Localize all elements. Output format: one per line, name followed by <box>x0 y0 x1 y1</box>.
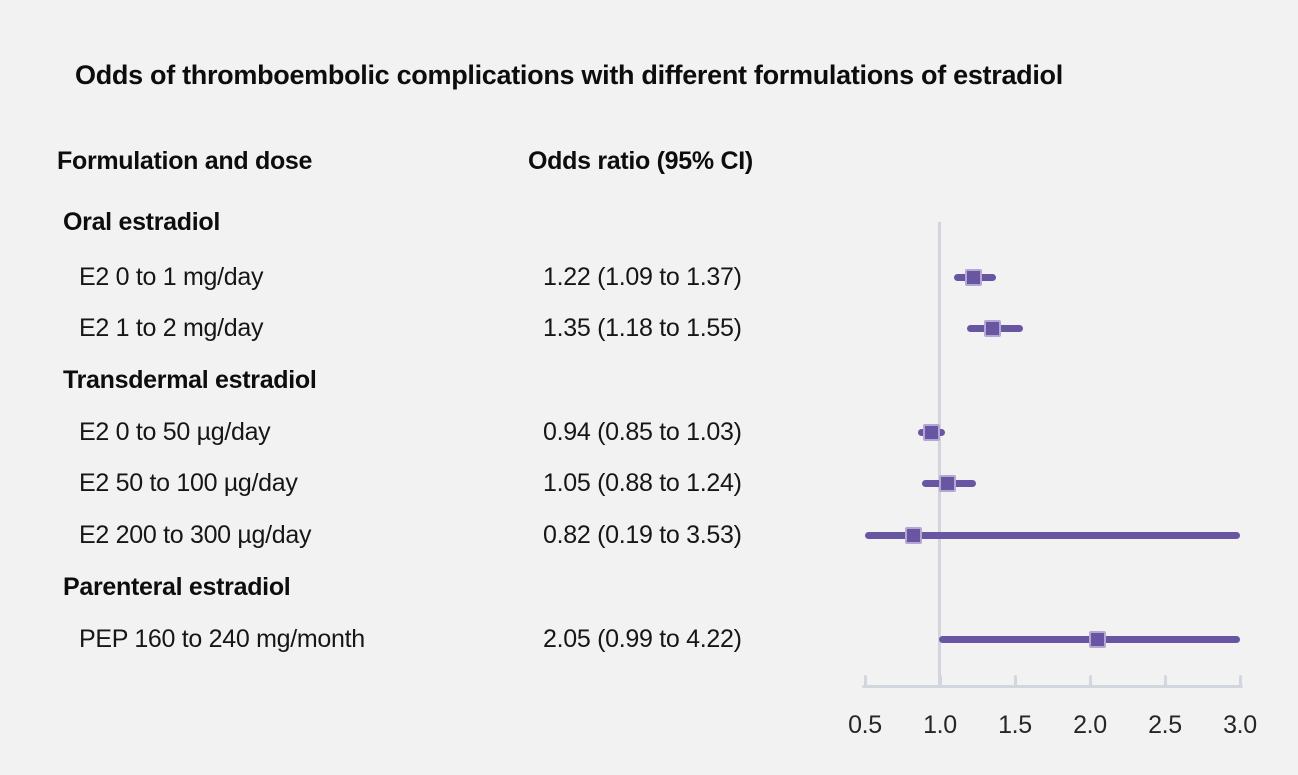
or-marker <box>984 319 1001 337</box>
figure-title: Odds of thromboembolic complications wit… <box>75 60 1063 90</box>
x-axis-tick <box>1163 675 1167 688</box>
row-label: E2 1 to 2 mg/day <box>79 314 264 342</box>
x-axis-tick <box>1013 675 1017 688</box>
row-label: E2 50 to 100 µg/day <box>79 469 298 497</box>
ci-line <box>865 531 1240 539</box>
x-axis-tick <box>938 675 942 688</box>
row-label: E2 200 to 300 µg/day <box>79 521 312 549</box>
row-value: 0.82 (0.19 to 3.53) <box>543 521 742 549</box>
or-marker <box>1089 630 1106 648</box>
row-value: 1.22 (1.09 to 1.37) <box>543 263 742 291</box>
x-axis-tick-label: 0.5 <box>848 711 882 739</box>
row-label: E2 0 to 1 mg/day <box>79 263 264 291</box>
x-axis-tick <box>1238 675 1242 688</box>
x-axis-line <box>862 685 1243 688</box>
column-header-formulation: Formulation and dose <box>57 147 313 175</box>
or-marker <box>904 526 922 544</box>
column-header-odds-ratio: Odds ratio (95% CI) <box>528 147 753 175</box>
x-axis-tick <box>1088 675 1092 688</box>
row-label: E2 0 to 50 µg/day <box>79 418 271 446</box>
reference-line <box>938 222 941 686</box>
row-value: 1.05 (0.88 to 1.24) <box>543 469 742 497</box>
or-marker <box>939 474 956 492</box>
row-label: PEP 160 to 240 mg/month <box>79 625 365 653</box>
group-label: Transdermal estradiol <box>63 366 317 394</box>
x-axis-tick-label: 2.5 <box>1148 711 1182 739</box>
or-marker <box>964 268 982 286</box>
x-axis-tick-label: 1.0 <box>923 711 957 739</box>
x-axis-tick-label: 1.5 <box>998 711 1032 739</box>
row-value: 1.35 (1.18 to 1.55) <box>543 314 742 342</box>
x-axis-tick <box>863 675 867 688</box>
row-value: 2.05 (0.99 to 4.22) <box>543 625 742 653</box>
x-axis-tick-label: 2.0 <box>1073 711 1107 739</box>
group-label: Parenteral estradiol <box>63 573 291 601</box>
group-label: Oral estradiol <box>63 208 220 236</box>
or-marker <box>922 423 940 441</box>
x-axis-tick-label: 3.0 <box>1223 711 1257 739</box>
row-value: 0.94 (0.85 to 1.03) <box>543 418 742 446</box>
